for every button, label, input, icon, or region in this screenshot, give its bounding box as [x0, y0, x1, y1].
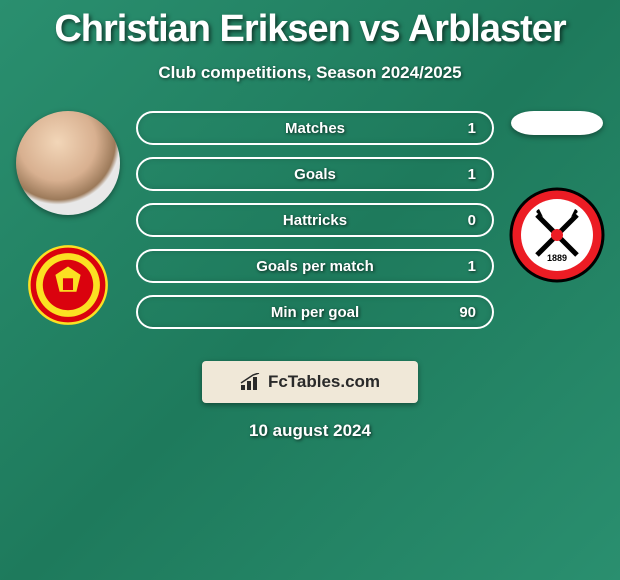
svg-text:1889: 1889 — [547, 253, 567, 263]
page-title: Christian Eriksen vs Arblaster — [0, 0, 620, 51]
club1-crest — [19, 243, 117, 327]
stat-row-hattricks: Hattricks 0 — [136, 203, 494, 237]
brand-badge: FcTables.com — [202, 361, 418, 403]
stat-row-goals: Goals 1 — [136, 157, 494, 191]
stat-row-matches: Matches 1 — [136, 111, 494, 145]
stat-value-right: 1 — [426, 258, 476, 275]
stat-label: Goals per match — [204, 258, 426, 275]
stat-label: Goals — [204, 166, 426, 183]
left-column — [8, 111, 128, 327]
stat-row-gpm: Goals per match 1 — [136, 249, 494, 283]
stat-value-right: 0 — [426, 212, 476, 229]
stats-column: Matches 1 Goals 1 Hattricks 0 Goals per … — [128, 111, 502, 341]
stat-label: Matches — [204, 120, 426, 137]
stat-row-mpg: Min per goal 90 — [136, 295, 494, 329]
chart-icon — [240, 373, 262, 391]
right-column: 1889 — [502, 111, 612, 285]
subtitle: Club competitions, Season 2024/2025 — [0, 63, 620, 83]
stat-value-right: 1 — [426, 120, 476, 137]
content-area: Matches 1 Goals 1 Hattricks 0 Goals per … — [0, 111, 620, 341]
club2-crest: 1889 — [507, 185, 607, 285]
date-text: 10 august 2024 — [0, 421, 620, 441]
player1-avatar — [16, 111, 120, 215]
stat-label: Hattricks — [204, 212, 426, 229]
player2-avatar-placeholder — [511, 111, 603, 135]
stat-value-right: 90 — [426, 304, 476, 321]
stat-value-right: 1 — [426, 166, 476, 183]
brand-text: FcTables.com — [268, 372, 380, 392]
stat-label: Min per goal — [204, 304, 426, 321]
